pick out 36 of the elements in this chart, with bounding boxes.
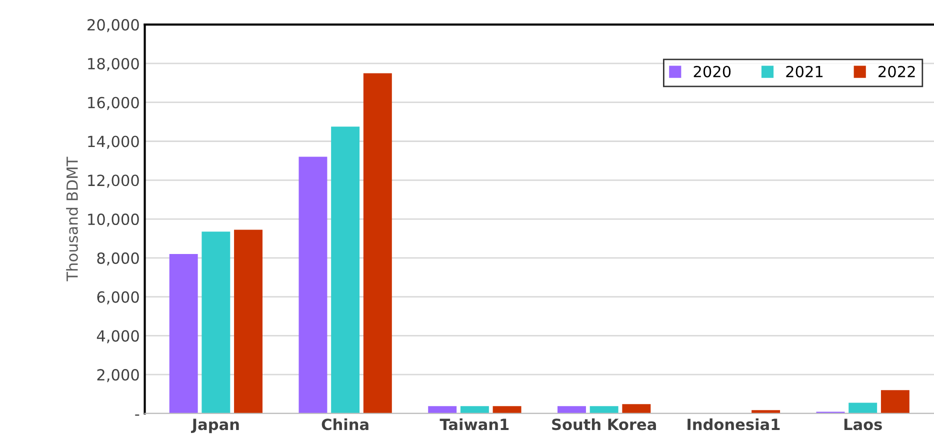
x-tick-label: South Korea xyxy=(552,418,656,430)
bar xyxy=(558,406,586,414)
x-tick-label: Taiwan1 xyxy=(440,418,509,430)
y-tick-label: 12,000 xyxy=(88,174,139,188)
x-tick-label: China xyxy=(322,418,368,430)
bar xyxy=(752,410,780,414)
bar xyxy=(880,390,910,414)
bar xyxy=(590,406,618,414)
bar xyxy=(234,230,263,414)
bar xyxy=(848,402,878,414)
bar xyxy=(622,404,651,414)
y-tick-label: 10,000 xyxy=(88,213,139,227)
y-axis-title: Thousand BDMT xyxy=(66,156,78,282)
bar xyxy=(492,406,522,414)
y-tick-label: - xyxy=(135,414,140,416)
y-tick-label: 14,000 xyxy=(88,136,139,149)
y-tick-label: 18,000 xyxy=(88,58,139,72)
legend-label: 2020 xyxy=(694,66,731,78)
y-tick-label: 8,000 xyxy=(97,252,139,266)
y-tick-label: 4,000 xyxy=(96,330,139,344)
y-tick-label: 20,000 xyxy=(88,19,139,32)
y-tick-label: 2,000 xyxy=(97,369,139,382)
bar xyxy=(331,126,360,414)
bar xyxy=(202,232,230,414)
bar xyxy=(460,406,489,414)
x-tick-label: Japan xyxy=(191,418,239,434)
y-tick-label: 16,000 xyxy=(88,96,139,110)
bar xyxy=(169,254,198,414)
bar xyxy=(363,73,392,414)
x-tick-label: Laos xyxy=(844,418,882,430)
legend-label: 2021 xyxy=(786,66,823,78)
y-tick-label: 6,000 xyxy=(97,291,139,304)
bar xyxy=(298,156,328,414)
bar xyxy=(428,406,457,414)
legend-label: 2022 xyxy=(878,66,915,78)
x-tick-label: Indonesia1 xyxy=(688,418,780,430)
